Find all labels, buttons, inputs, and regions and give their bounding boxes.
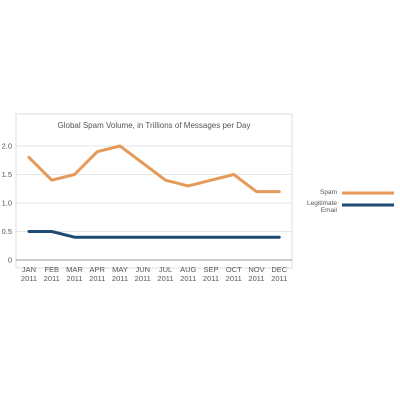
y-tick-label: 1.0	[2, 199, 12, 208]
x-tick-label-year: 2011	[248, 274, 264, 283]
series-line-spam	[27, 144, 281, 194]
x-tick-label-month: NOV	[248, 265, 264, 274]
x-tick-label-year: 2011	[157, 274, 173, 283]
x-tick-label-month: MAY	[112, 265, 128, 274]
x-tick-label-year: 2011	[112, 274, 128, 283]
x-tick-label-month: DEC	[271, 265, 287, 274]
y-tick-label: 0.5	[2, 227, 12, 236]
x-tick-label-month: AUG	[180, 265, 196, 274]
x-tick-label-month: JAN	[22, 265, 36, 274]
x-tick-label-year: 2011	[135, 274, 151, 283]
series-layer	[27, 144, 281, 239]
x-tick-label-year: 2011	[271, 274, 287, 283]
plot-frame	[15, 113, 293, 269]
x-tick-label-year: 2011	[89, 274, 105, 283]
legend-label: Email	[321, 207, 338, 214]
x-tick-label-month: OCT	[226, 265, 242, 274]
x-tick-label-month: JUL	[159, 265, 172, 274]
y-tick-label: 0	[8, 256, 12, 265]
legend-label: Spam	[320, 189, 337, 196]
legend-label: Legitimate	[307, 200, 337, 207]
chart-title: Global Spam Volume, in Trillions of Mess…	[58, 121, 251, 130]
x-tick-label-month: JUN	[135, 265, 150, 274]
series-line-legitimate-email	[27, 230, 281, 239]
x-tick-label-year: 2011	[44, 274, 60, 283]
y-tick-label: 2.0	[2, 142, 12, 151]
x-tick-label-year: 2011	[180, 274, 196, 283]
x-tick-label-year: 2011	[66, 274, 82, 283]
grid-layer	[16, 145, 292, 261]
x-tick-label-year: 2011	[203, 274, 219, 283]
axis-layer: 00.51.01.52.0JAN2011FEB2011MAR2011APR201…	[2, 142, 288, 284]
x-tick-label-year: 2011	[21, 274, 37, 283]
x-tick-label-month: APR	[90, 265, 106, 274]
x-tick-label-month: MAR	[66, 265, 83, 274]
x-tick-label-month: FEB	[44, 265, 59, 274]
x-tick-label-year: 2011	[226, 274, 242, 283]
y-tick-label: 1.5	[2, 170, 12, 179]
x-tick-label-month: SEP	[203, 265, 218, 274]
